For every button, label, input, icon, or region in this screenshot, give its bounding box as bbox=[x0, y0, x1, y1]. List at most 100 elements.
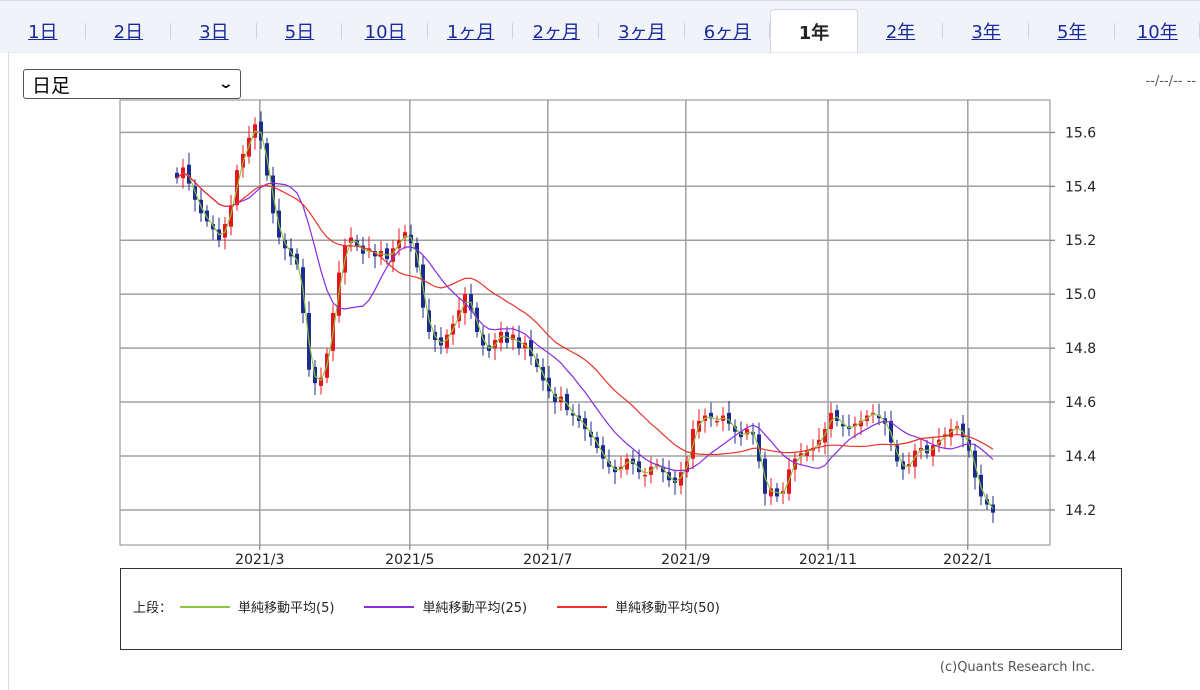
tab-4[interactable]: 10日 bbox=[342, 1, 428, 53]
candle-body bbox=[349, 237, 353, 243]
candle-body bbox=[961, 423, 965, 438]
candle-body bbox=[583, 418, 587, 430]
chevron-down-icon: ⌄ bbox=[217, 76, 235, 92]
candle-body bbox=[175, 172, 179, 179]
x-tick-label: 2021/7 bbox=[523, 552, 572, 568]
candle-body bbox=[259, 121, 263, 141]
candle-body bbox=[211, 224, 215, 230]
candle-body bbox=[517, 337, 521, 349]
tab-0[interactable]: 1日 bbox=[0, 1, 86, 53]
candle-body bbox=[385, 248, 389, 260]
tab-7[interactable]: 3ヶ月 bbox=[599, 1, 685, 53]
candle-body bbox=[805, 450, 809, 456]
legend-swatch bbox=[180, 605, 231, 608]
period-select-value: 日足 bbox=[32, 74, 71, 97]
y-tick-label: 15.2 bbox=[1065, 233, 1096, 249]
tab-3[interactable]: 5日 bbox=[257, 1, 343, 53]
candle-body bbox=[673, 477, 677, 483]
legend-label: 単純移動平均(25) bbox=[422, 601, 528, 616]
y-tick-label: 15.4 bbox=[1065, 179, 1096, 195]
candle-body bbox=[547, 377, 551, 392]
candle-body bbox=[493, 340, 497, 349]
candle-body bbox=[985, 499, 989, 505]
candle-body bbox=[835, 410, 839, 421]
y-tick-label: 14.2 bbox=[1065, 503, 1096, 519]
candle-body bbox=[511, 334, 515, 341]
candle-body bbox=[643, 474, 647, 477]
legend-prefix: 上段： bbox=[133, 601, 173, 616]
candle-body bbox=[439, 337, 443, 346]
x-tick-label: 2021/3 bbox=[235, 552, 284, 568]
y-tick-label: 14.6 bbox=[1065, 395, 1096, 411]
y-tick-label: 14.8 bbox=[1065, 341, 1096, 357]
candle-body bbox=[931, 445, 935, 456]
candle-body bbox=[283, 240, 287, 249]
tab-1[interactable]: 2日 bbox=[86, 1, 172, 53]
candle-body bbox=[841, 423, 845, 427]
legend-item-ma5: 単純移動平均(5) bbox=[172, 597, 334, 616]
candle-body bbox=[925, 445, 929, 454]
chart-panel bbox=[8, 52, 1200, 690]
tab-2[interactable]: 3日 bbox=[171, 1, 257, 53]
candle-body bbox=[949, 429, 953, 438]
candle-body bbox=[877, 415, 881, 419]
plot-area bbox=[119, 99, 1051, 546]
candle-body bbox=[607, 461, 611, 467]
x-tick-label: 2021/9 bbox=[661, 552, 710, 568]
candle-body bbox=[733, 426, 737, 432]
legend-item-ma50: 単純移動平均(50) bbox=[549, 597, 720, 616]
period-select[interactable]: 日足 ⌄ bbox=[23, 69, 241, 99]
candle-body bbox=[535, 358, 539, 367]
legend-item-ma25: 単純移動平均(25) bbox=[356, 597, 527, 616]
tab-13[interactable]: 10年 bbox=[1115, 1, 1200, 53]
candle-body bbox=[823, 429, 827, 443]
candle-body bbox=[637, 461, 641, 473]
moving-average-line-5 bbox=[176, 130, 994, 509]
legend: 上段： 単純移動平均(5) 単純移動平均(25) 単純移動平均(50) bbox=[120, 568, 1122, 650]
candle-body bbox=[529, 340, 533, 357]
moving-average-line-25 bbox=[176, 172, 994, 472]
y-tick-label: 15.6 bbox=[1065, 125, 1096, 141]
legend-swatch bbox=[364, 605, 415, 608]
tab-12[interactable]: 5年 bbox=[1029, 1, 1115, 53]
moving-average-line-50 bbox=[176, 172, 994, 456]
candle-body bbox=[619, 466, 623, 470]
candle-body bbox=[589, 431, 593, 438]
candle-body bbox=[709, 412, 713, 419]
candle-body bbox=[715, 420, 719, 423]
tab-8[interactable]: 6ヶ月 bbox=[685, 1, 771, 53]
tab-11[interactable]: 3年 bbox=[943, 1, 1029, 53]
candle-body bbox=[799, 453, 803, 456]
y-tick-label: 15.0 bbox=[1065, 287, 1096, 303]
candle-body bbox=[769, 488, 773, 497]
candle-body bbox=[727, 412, 731, 424]
y-tick-label: 14.4 bbox=[1065, 449, 1096, 465]
tab-5[interactable]: 1ヶ月 bbox=[428, 1, 514, 53]
tab-10[interactable]: 2年 bbox=[858, 1, 944, 53]
tab-9[interactable]: 1年 bbox=[770, 9, 858, 54]
candle-body bbox=[295, 253, 299, 265]
candle-body bbox=[889, 420, 893, 443]
legend-label: 単純移動平均(50) bbox=[615, 601, 720, 616]
x-tick-label: 2021/11 bbox=[799, 552, 857, 568]
period-tab-bar: 1日 2日 3日 5日 10日 1ヶ月 2ヶ月 3ヶ月 6ヶ月 1年 2年 3年 5年 10年 bbox=[0, 0, 1200, 54]
datetime-readout: --/--/-- -- bbox=[1145, 74, 1196, 89]
candle-body bbox=[205, 210, 209, 222]
candle-body bbox=[817, 439, 821, 446]
candle-body bbox=[625, 458, 629, 470]
candle-body bbox=[661, 466, 665, 473]
candle-body bbox=[187, 164, 191, 184]
legend-swatch bbox=[557, 605, 608, 608]
candle-body bbox=[355, 240, 359, 246]
candle-body bbox=[679, 472, 683, 486]
tab-6[interactable]: 2ヶ月 bbox=[513, 1, 599, 53]
candle-body bbox=[859, 420, 863, 427]
candle-body bbox=[745, 429, 749, 435]
candle-body bbox=[499, 331, 503, 343]
candle-body bbox=[913, 450, 917, 467]
candle-body bbox=[391, 248, 395, 262]
candle-body bbox=[571, 412, 575, 416]
candle-body bbox=[445, 334, 449, 349]
candle-body bbox=[481, 334, 485, 346]
